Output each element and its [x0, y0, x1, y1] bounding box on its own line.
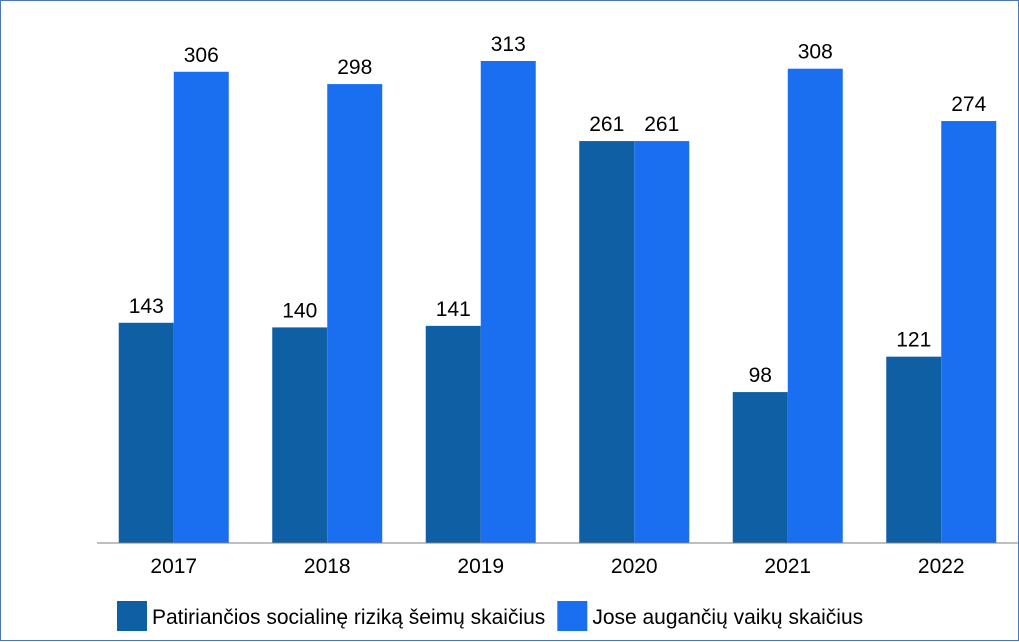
bar-2021-series-2	[787, 68, 843, 544]
legend-swatch-series-1	[117, 601, 147, 631]
bar-2022-series-1	[886, 356, 942, 543]
x-tick-label-2021: 2021	[764, 555, 811, 578]
x-tick-label-2018: 2018	[304, 555, 351, 578]
data-label-2018-series-1: 140	[282, 299, 317, 322]
data-label-2020-series-1: 261	[589, 113, 624, 136]
legend-swatch-series-2	[557, 601, 588, 631]
bar-2017-series-1	[118, 322, 174, 543]
bar-2018-series-2	[327, 84, 383, 543]
data-label-2022-series-2: 274	[951, 93, 986, 116]
bar-2019-series-1	[425, 325, 481, 543]
bar-2017-series-2	[173, 71, 229, 544]
bar-2020-series-1	[579, 141, 635, 544]
legend-label-series-1: Patiriančios socialinę riziką šeimų skai…	[152, 606, 545, 629]
data-label-2017-series-1: 143	[129, 295, 164, 318]
data-label-2022-series-1: 121	[896, 329, 931, 352]
data-label-2018-series-2: 298	[337, 56, 372, 79]
data-label-2021-series-1: 98	[749, 364, 772, 387]
bar-2020-series-2	[634, 141, 690, 544]
x-tick-label-2019: 2019	[457, 555, 504, 578]
data-label-2019-series-2: 313	[491, 33, 526, 56]
legend-label-series-2: Jose augančių vaikų skaičius	[592, 606, 863, 629]
data-label-2020-series-2: 261	[644, 113, 679, 136]
bar-2019-series-2	[480, 61, 536, 543]
x-tick-label-2017: 2017	[150, 555, 197, 578]
data-label-2017-series-2: 306	[184, 44, 219, 67]
data-label-2021-series-2: 308	[798, 41, 833, 64]
x-tick-label-2020: 2020	[611, 555, 658, 578]
x-tick-label-2022: 2022	[918, 555, 965, 578]
bar-2022-series-2	[941, 121, 997, 544]
bar-2021-series-1	[732, 392, 788, 543]
bar-2018-series-1	[272, 327, 328, 543]
data-label-2019-series-1: 141	[436, 298, 471, 321]
